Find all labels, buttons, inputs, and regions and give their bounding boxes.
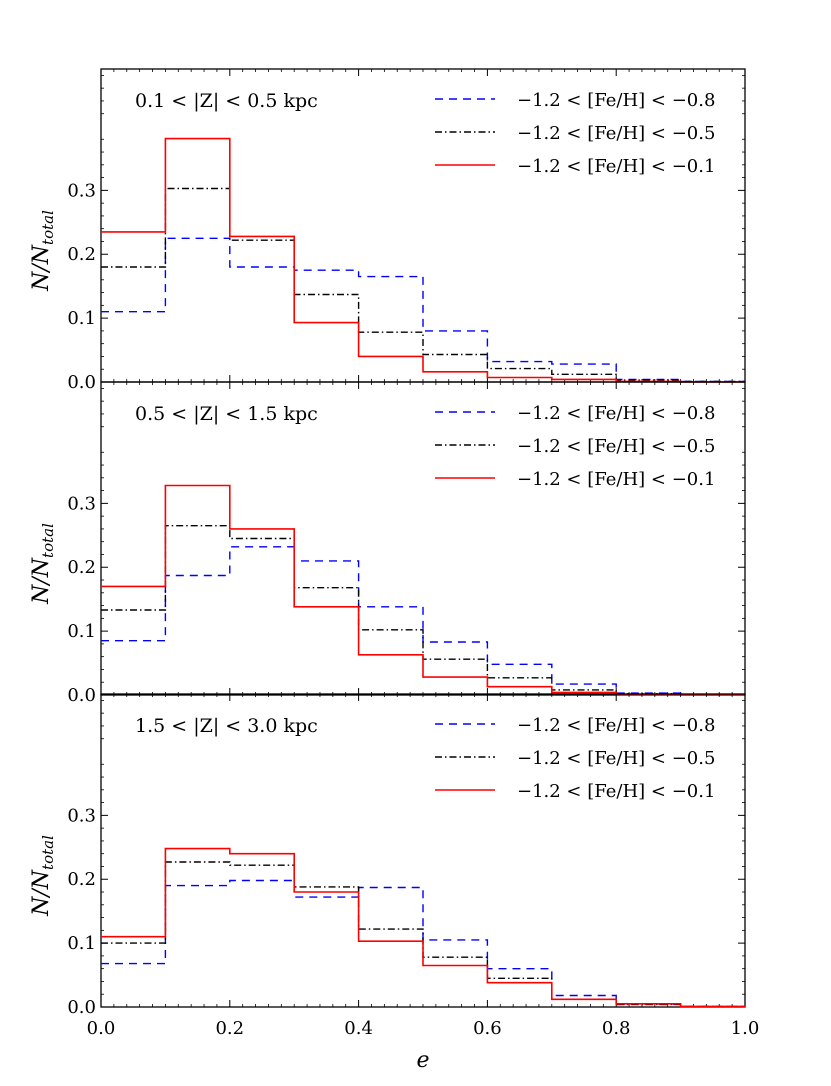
x-tick-label: 0.8 (602, 1018, 631, 1039)
legend-label-p2-s2: −1.2 < [Fe/H] < −0.5 (517, 436, 715, 457)
x-tick-label: 0.6 (473, 1018, 502, 1039)
y-tick-label: 0.2 (67, 557, 96, 578)
series-line-p3-s2 (101, 861, 745, 1008)
legend-label-p1-s1: −1.2 < [Fe/H] < −0.8 (517, 90, 715, 111)
legend-label-p1-s2: −1.2 < [Fe/H] < −0.5 (517, 123, 715, 144)
y-tick-label: 0.3 (67, 805, 96, 826)
series-line-p1-s2 (101, 187, 745, 383)
panel-label-2: 0.5 < |Z| < 1.5 kpc (135, 403, 318, 425)
y-tick-label: 0.0 (67, 685, 96, 706)
legend-label-p2-s1: −1.2 < [Fe/H] < −0.8 (517, 403, 715, 424)
y-tick-label: 0.0 (67, 997, 96, 1018)
y-tick-label: 0.1 (67, 933, 96, 954)
legend-label-p2-s3: −1.2 < [Fe/H] < −0.1 (517, 469, 715, 490)
y-axis-label-3: N/Ntotal (29, 835, 57, 917)
series-line-p2-s3 (101, 484, 745, 696)
y-tick-label: 0.3 (67, 493, 96, 514)
x-tick-label: 0.4 (344, 1018, 373, 1039)
y-tick-label: 0.0 (67, 372, 96, 393)
y-tick-label: 0.3 (67, 180, 96, 201)
x-tick-label: 1.0 (731, 1018, 760, 1039)
legend-label-p3-s3: −1.2 < [Fe/H] < −0.1 (517, 781, 715, 802)
legend-label-p3-s1: −1.2 < [Fe/H] < −0.8 (517, 715, 715, 736)
series-line-p2-s1 (101, 546, 745, 696)
panel-label-3: 1.5 < |Z| < 3.0 kpc (135, 715, 318, 737)
x-tick-label: 0.2 (215, 1018, 244, 1039)
legend-label-p1-s3: −1.2 < [Fe/H] < −0.1 (517, 156, 715, 177)
legend-label-p3-s2: −1.2 < [Fe/H] < −0.5 (517, 748, 715, 769)
series-line-p2-s2 (101, 525, 745, 696)
x-tick-label: 0.0 (87, 1018, 116, 1039)
y-tick-label: 0.2 (67, 869, 96, 890)
y-tick-label: 0.1 (67, 621, 96, 642)
y-axis-label-1: N/Ntotal (29, 210, 57, 292)
series-line-p1-s3 (101, 137, 745, 383)
series-line-p3-s3 (101, 847, 745, 1008)
x-axis-label: e (416, 1048, 429, 1073)
y-tick-label: 0.2 (67, 244, 96, 265)
y-tick-label: 0.1 (67, 308, 96, 329)
y-axis-label-2: N/Ntotal (29, 523, 57, 605)
panel-label-1: 0.1 < |Z| < 0.5 kpc (135, 90, 318, 112)
